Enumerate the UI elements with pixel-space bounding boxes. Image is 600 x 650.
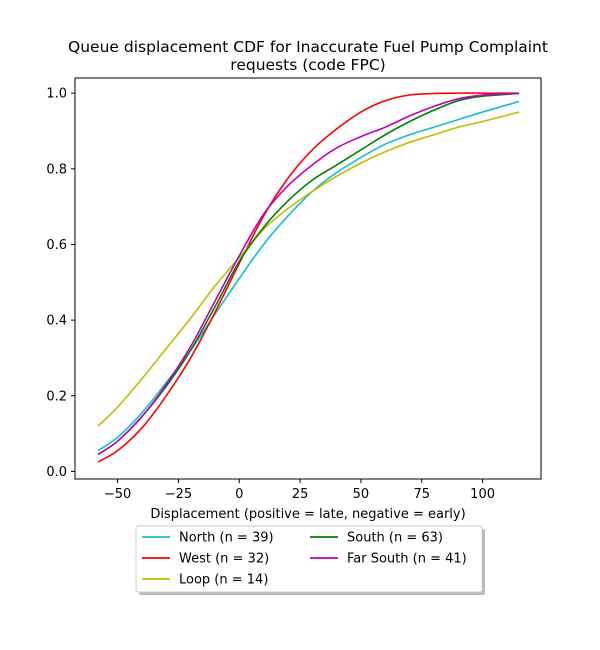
- legend-items: North (n = 39) West (n = 32) Loop (n = 14)…: [142, 531, 467, 588]
- legend-label-1: West (n = 32): [179, 552, 269, 567]
- legend: North (n = 39) West (n = 32) Loop (n = 14)…: [135, 525, 485, 595]
- plot-frame: [74, 77, 542, 480]
- legend-label-2: Loop (n = 14): [179, 573, 268, 588]
- chart-title-line-1: Queue displacement CDF for Inaccurate Fu…: [68, 38, 548, 56]
- x-tick-label: −50: [104, 487, 131, 502]
- x-axis-label: Displacement (positive = late, negative …: [150, 507, 465, 522]
- series-line-3: [97, 92, 520, 456]
- series-line-2: [97, 111, 520, 427]
- x-tick-label: 100: [470, 487, 495, 502]
- series-line-4: [97, 92, 520, 456]
- x-tick-label: 50: [353, 487, 370, 502]
- y-tick-label: 1.0: [46, 87, 67, 102]
- x-tick-label: 25: [292, 487, 309, 502]
- series-line-0: [97, 100, 520, 452]
- x-tick-label: 75: [413, 487, 430, 502]
- y-tick-label: 0.4: [46, 314, 67, 329]
- x-tick-label: 0: [235, 487, 243, 502]
- series-lines: [97, 92, 520, 463]
- y-tick-label: 0.8: [46, 162, 67, 177]
- legend-label-3: South (n = 63): [347, 531, 443, 546]
- legend-label-0: North (n = 39): [179, 531, 274, 546]
- series-line-1: [97, 92, 520, 463]
- legend-box: [135, 525, 483, 593]
- chart-title-line-2: requests (code FPC): [230, 56, 385, 74]
- x-tick-label: −25: [165, 487, 192, 502]
- y-tick-label: 0.0: [46, 465, 67, 480]
- x-axis-ticks: −50 −25 0 25 50 75 100: [104, 479, 495, 502]
- legend-label-4: Far South (n = 41): [347, 552, 467, 567]
- y-axis-ticks: 0.0 0.2 0.4 0.6 0.8 1.0: [46, 87, 75, 480]
- y-tick-label: 0.6: [46, 238, 67, 253]
- y-tick-label: 0.2: [46, 389, 67, 404]
